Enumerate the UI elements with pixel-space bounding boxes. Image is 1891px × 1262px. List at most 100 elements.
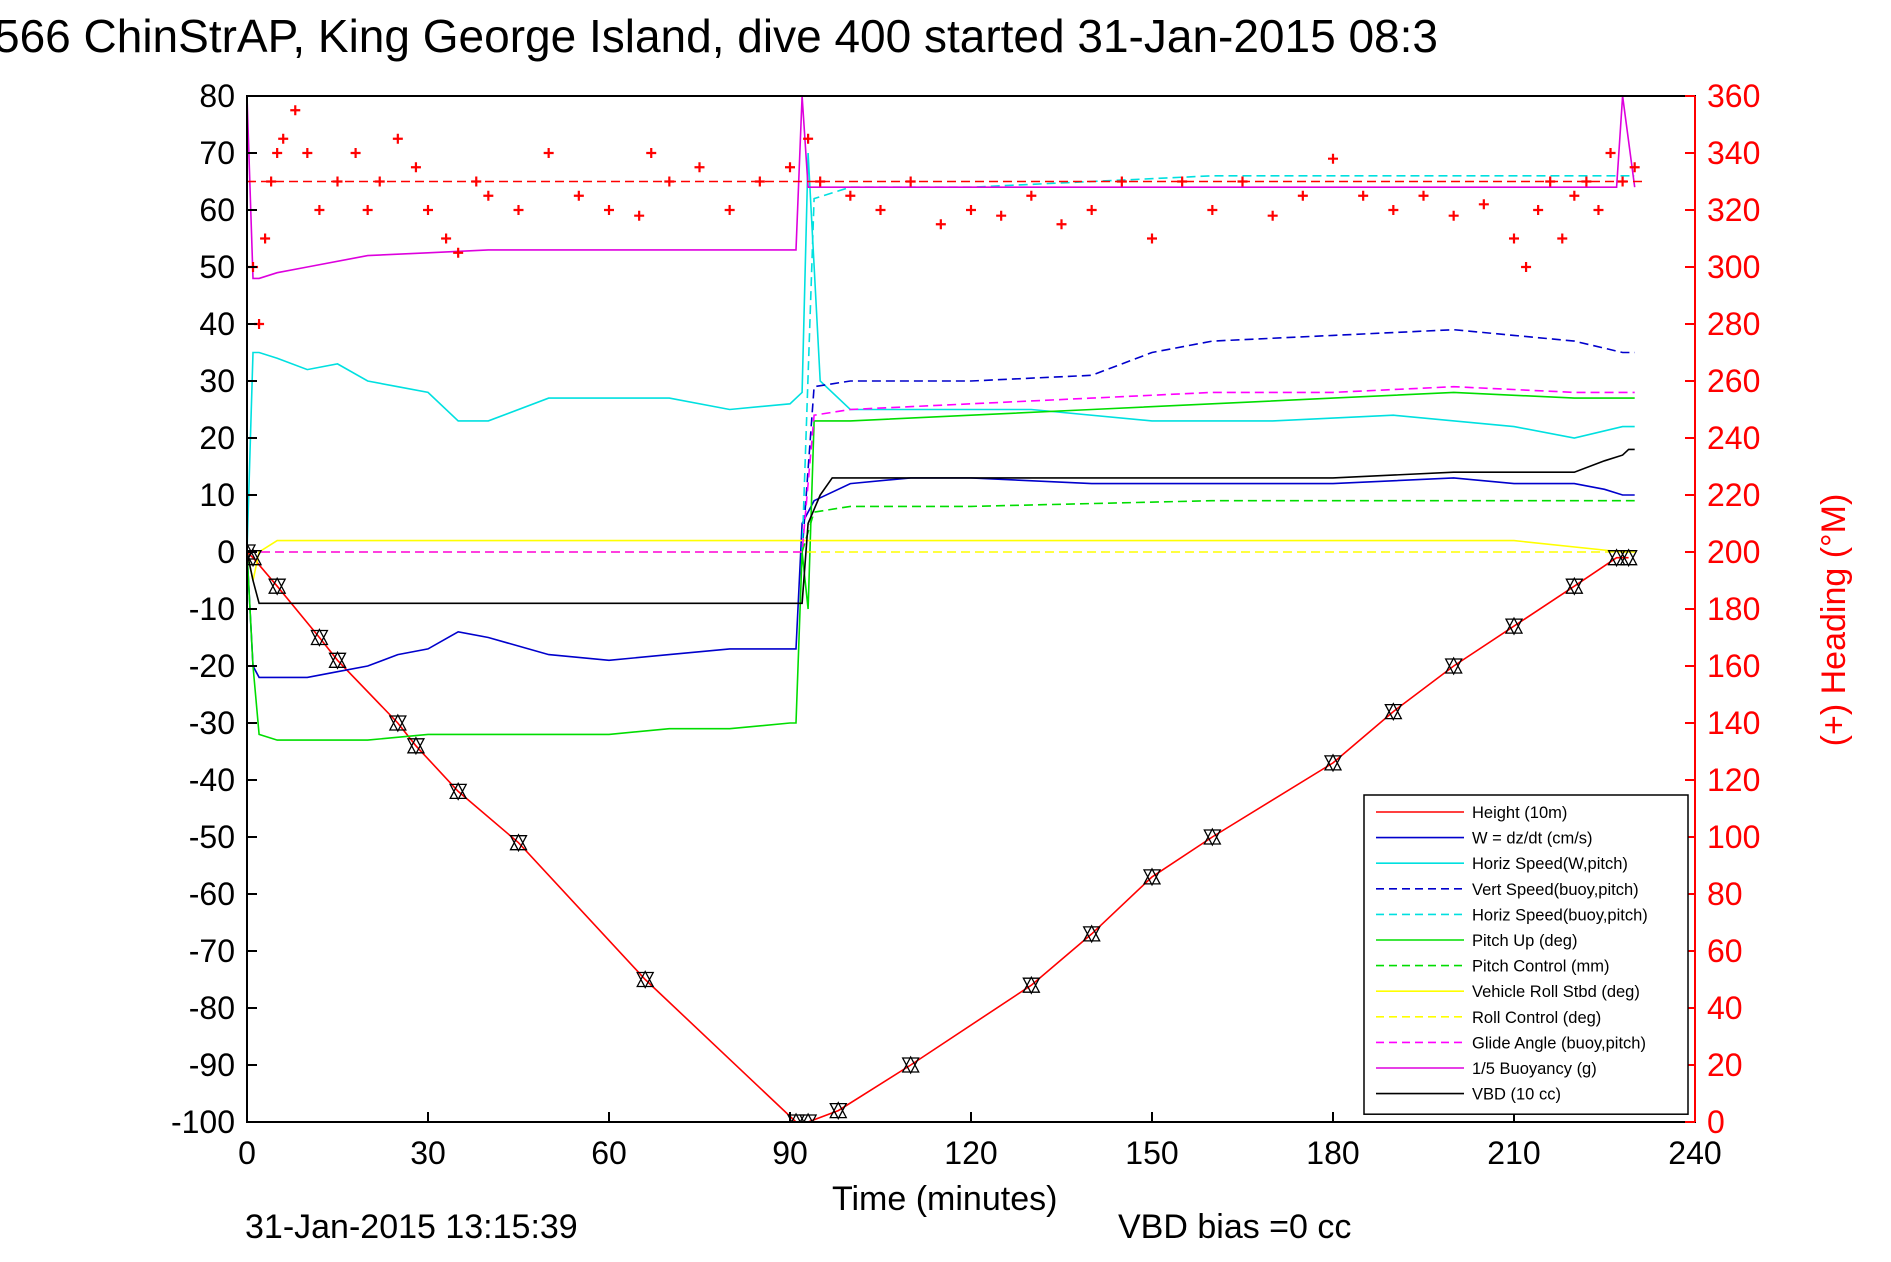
legend-label: Horiz Speed(buoy,pitch) <box>1472 906 1648 924</box>
heading-point <box>302 148 313 158</box>
height-marker <box>1022 975 1041 995</box>
legend-label: Horiz Speed(W,pitch) <box>1472 855 1628 873</box>
heading-point <box>1521 262 1532 272</box>
heading-point <box>1593 205 1604 215</box>
right-tick-label: 360 <box>1707 78 1760 114</box>
height-marker <box>829 1101 848 1120</box>
x-tick-label: 150 <box>1125 1135 1178 1171</box>
left-tick-label: 80 <box>199 78 235 114</box>
heading-point <box>1388 205 1399 215</box>
x-tick-label: 240 <box>1668 1135 1721 1171</box>
series-horiz-speed-w-pitch <box>247 152 1635 553</box>
heading-point <box>966 205 976 215</box>
heading-point <box>1448 210 1459 221</box>
right-tick-label: 120 <box>1707 762 1760 798</box>
height-marker <box>388 713 407 733</box>
height-marker <box>1323 753 1343 773</box>
series-pitch-control-mm <box>801 499 1635 553</box>
chart-title: 566 ChinStrAP, King George Island, dive … <box>0 10 1438 62</box>
heading-point <box>1478 199 1489 210</box>
height-marker <box>1203 827 1222 847</box>
height-marker <box>247 548 263 568</box>
series-vbd-10-cc <box>247 448 1635 605</box>
height-marker <box>1384 702 1403 721</box>
right-tick-label: 20 <box>1707 1047 1743 1083</box>
height-marker <box>1619 548 1638 568</box>
legend-label: Vert Speed(buoy,pitch) <box>1472 881 1639 899</box>
heading-point <box>272 148 283 158</box>
series-1-5-buoyancy-g <box>247 96 1636 280</box>
x-tick-label: 0 <box>238 1135 256 1171</box>
left-tick-label: -50 <box>189 819 235 855</box>
right-tick-label: 160 <box>1707 648 1760 684</box>
right-tick-label: 220 <box>1707 477 1760 513</box>
height-marker <box>268 576 287 596</box>
heading-point <box>543 148 554 158</box>
series-height-10m <box>247 551 1629 1122</box>
left-tick-label: 60 <box>199 192 235 228</box>
height-marker <box>1607 548 1626 568</box>
x-tick-label: 120 <box>944 1135 997 1171</box>
height-marker <box>636 970 655 989</box>
heading-point <box>803 133 814 144</box>
right-tick-label: 200 <box>1707 534 1760 570</box>
left-tick-label: -40 <box>189 762 235 798</box>
right-tick-label: 60 <box>1707 933 1743 969</box>
left-tick-label: 40 <box>199 306 235 342</box>
right-tick-label: 140 <box>1707 705 1760 741</box>
legend-label: 1/5 Buoyancy (g) <box>1472 1060 1597 1078</box>
series-glide-angle-buoy-pitch <box>247 385 1635 553</box>
heading-point <box>350 148 361 158</box>
heading-point <box>1418 190 1429 201</box>
x-tick-label: 90 <box>772 1135 808 1171</box>
heading-point <box>1147 233 1157 244</box>
left-tick-label: 50 <box>199 249 235 285</box>
right-tick-label: 180 <box>1707 591 1760 627</box>
heading-point <box>845 190 856 201</box>
heading-point <box>1569 190 1580 201</box>
heading-point <box>1297 190 1308 201</box>
heading-point <box>1056 219 1067 230</box>
right-tick-label: 80 <box>1707 876 1743 912</box>
height-marker <box>406 736 426 756</box>
left-tick-label: 0 <box>217 534 235 570</box>
series-vert-speed-buoy-pitch <box>801 328 1635 553</box>
x-tick-label: 60 <box>591 1135 627 1171</box>
x-tick-label: 30 <box>410 1135 446 1171</box>
heading-point <box>1267 210 1278 221</box>
heading-point <box>646 148 657 158</box>
heading-point <box>1328 153 1338 164</box>
heading-point <box>634 210 645 221</box>
right-tick-label: 340 <box>1707 135 1760 171</box>
right-tick-label: 100 <box>1707 819 1760 855</box>
heading-point <box>260 233 271 244</box>
x-tick-label: 210 <box>1487 1135 1540 1171</box>
heading-point <box>392 133 403 144</box>
x-tick-label: 180 <box>1306 1135 1359 1171</box>
series-pitch-up-deg <box>247 391 1635 741</box>
heading-point <box>410 162 421 173</box>
heading-point <box>1605 148 1616 158</box>
left-tick-label: -30 <box>189 705 235 741</box>
heading-point <box>278 133 289 144</box>
height-marker <box>449 782 468 801</box>
heading-point <box>604 205 614 215</box>
left-tick-label: -100 <box>171 1104 235 1140</box>
legend-label: W = dz/dt (cm/s) <box>1472 830 1593 848</box>
right-axis-label: (+) Heading (°M) <box>1815 494 1853 747</box>
height-marker <box>901 1055 920 1075</box>
height-marker <box>310 628 329 647</box>
series-heading-m <box>248 105 1640 329</box>
right-tick-label: 280 <box>1707 306 1760 342</box>
series-horiz-speed-buoy-pitch <box>801 175 1635 553</box>
series-w-dz-dt-cm-s <box>247 477 1635 679</box>
left-tick-label: 30 <box>199 363 235 399</box>
left-tick-label: -90 <box>189 1047 235 1083</box>
right-tick-label: 300 <box>1707 249 1760 285</box>
left-tick-label: -70 <box>189 933 235 969</box>
right-tick-label: 0 <box>1707 1104 1725 1140</box>
heading-point <box>573 190 584 201</box>
heading-point <box>441 233 452 244</box>
heading-point <box>724 205 735 215</box>
